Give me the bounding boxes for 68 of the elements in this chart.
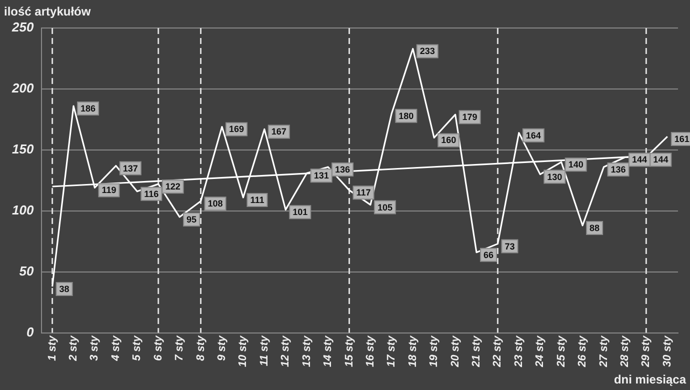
data-label: 95 [186,214,197,224]
x-tick-label: 6 sty [152,334,164,361]
x-tick-label: 19 sty [428,334,440,368]
x-tick-label: 9 sty [216,334,228,361]
y-tick-label: 100 [12,202,34,218]
data-label: 131 [314,170,329,181]
data-label: 169 [228,124,244,134]
data-label: 105 [377,202,392,212]
x-tick-label: 12 sty [280,334,292,368]
data-label: 140 [568,160,584,170]
x-tick-label: 21 sty [470,334,483,368]
data-label: 136 [610,164,626,174]
x-tick-label: 15 sty [343,334,356,368]
x-tick-label: 27 sty [598,334,610,368]
x-tick-label: 16 sty [364,334,376,368]
x-tick-label: 3 sty [88,334,101,361]
y-tick-label: 0 [26,324,34,340]
x-tick-label: 14 sty [322,334,334,368]
x-tick-label: 4 sty [110,334,122,362]
data-label: 179 [462,112,478,122]
data-label: 180 [398,110,414,121]
y-axis-title: ilość artykułów [4,4,92,18]
data-label: 101 [292,207,308,218]
data-label: 88 [590,223,600,233]
data-label: 66 [484,250,494,260]
data-label: 233 [420,46,435,56]
data-label: 116 [144,188,159,199]
x-tick-label: 23 sty [512,334,525,368]
x-tick-label: 26 sty [576,334,589,368]
data-label: 108 [208,198,223,209]
x-tick-label: 29 sty [640,334,652,368]
data-label: 73 [504,241,515,252]
x-tick-label: 30 sty [661,334,674,368]
y-tick-label: 50 [19,263,34,278]
y-tick-label: 200 [10,80,34,96]
x-tick-label: 8 sty [194,334,207,361]
data-label: 164 [526,130,541,140]
data-label: 186 [80,104,96,114]
x-tick-label: 18 sty [406,334,419,368]
data-label: 136 [335,164,350,174]
data-label: 38 [59,284,70,294]
data-label: 161 [674,134,690,144]
x-axis-title: dni miesiąca [614,372,686,386]
x-tick-label: 1 sty [46,334,58,361]
x-tick-label: 24 sty [534,334,546,368]
x-tick-label: 2 sty [68,334,80,362]
x-tick-label: 20 sty [449,334,462,368]
x-tick-label: 11 sty [258,334,270,366]
data-label: 167 [271,126,286,137]
x-tick-label: 10 sty [237,334,250,368]
data-label: 137 [122,163,138,174]
data-label: 111 [250,194,264,205]
x-tick-label: 22 sty [492,334,504,368]
data-label: 144 [632,154,648,165]
data-label: 117 [356,188,371,198]
data-label: 122 [165,182,180,192]
y-tick-label: 150 [12,142,34,156]
y-tick-label: 250 [10,20,34,35]
data-label: 144 [653,154,668,165]
x-tick-label: 5 sty [131,334,144,361]
x-tick-label: 25 sty [555,334,568,368]
data-label: 160 [441,135,456,146]
x-tick-label: 28 sty [619,334,632,368]
x-tick-label: 17 sty [386,334,398,368]
x-tick-label: 7 sty [174,334,186,361]
x-tick-label: 13 sty [300,334,313,368]
data-label: 119 [102,185,116,196]
data-label: 130 [547,172,562,182]
